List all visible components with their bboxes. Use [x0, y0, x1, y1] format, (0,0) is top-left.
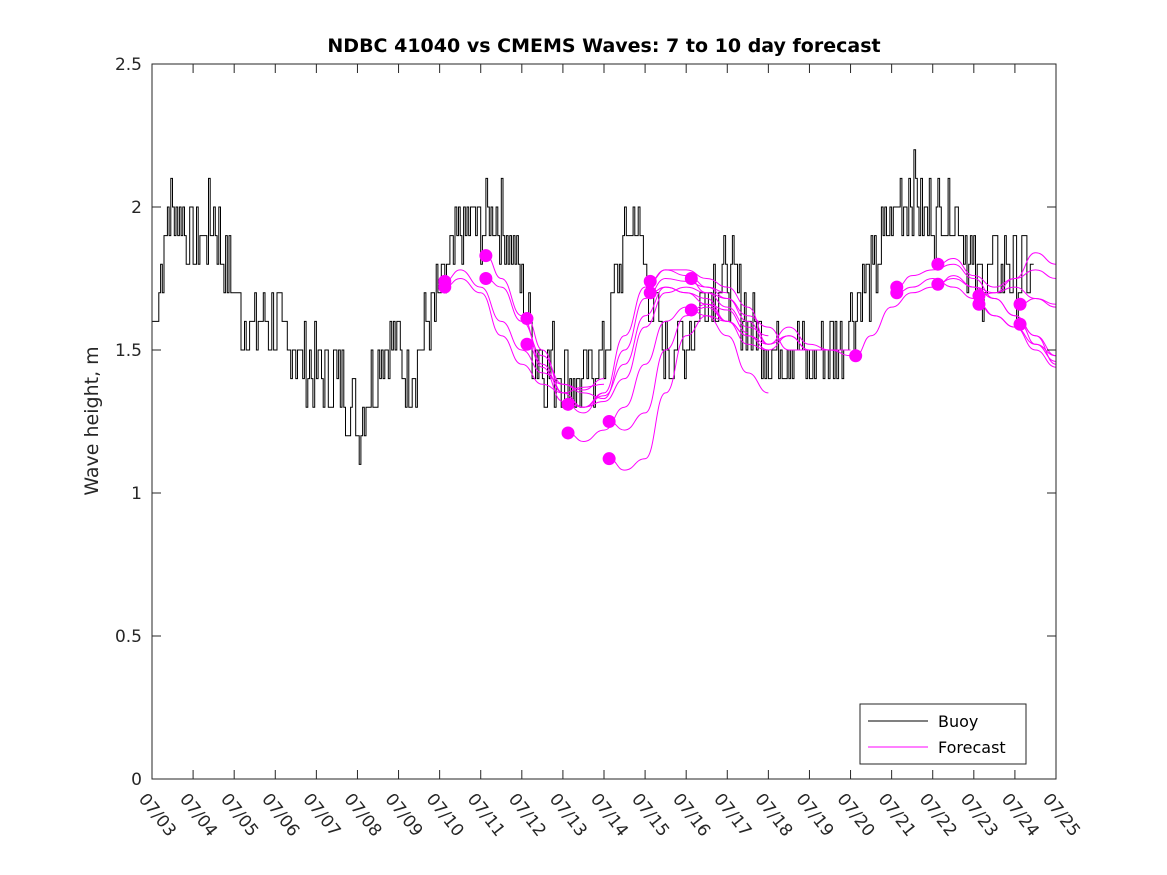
x-tick-label: 07/18 — [750, 790, 796, 841]
forecast-start-marker-5 — [520, 312, 534, 326]
forecast-start-marker-15 — [849, 349, 863, 363]
forecast-start-marker-17 — [890, 286, 904, 300]
legend: Buoy Forecast — [859, 703, 1027, 765]
forecast-start-marker-10 — [602, 452, 616, 466]
forecast-start-marker-19 — [931, 277, 945, 291]
buoy-series-line — [152, 149, 1034, 465]
forecast-start-marker-13 — [684, 272, 698, 285]
forecast-start-marker-6 — [520, 337, 534, 351]
forecast-series-line-16 — [896, 263, 1057, 357]
forecast-start-marker-9 — [602, 415, 616, 428]
forecast-start-marker-14 — [684, 303, 698, 317]
x-tick-label: 07/08 — [340, 790, 386, 841]
forecast-series-line-8 — [567, 306, 769, 443]
x-tick-label: 07/16 — [668, 790, 714, 841]
x-tick-label: 07/17 — [709, 790, 755, 841]
x-tick-label: 07/07 — [298, 790, 344, 841]
forecast-start-marker-11 — [643, 274, 657, 288]
y-tick-label: 2 — [131, 198, 142, 218]
y-tick-label: 0.5 — [115, 627, 142, 647]
legend-label-forecast: Forecast — [938, 738, 1006, 757]
forecast-series-line-23 — [1019, 323, 1057, 357]
y-tick-label: 0 — [131, 770, 142, 790]
forecast-series-line-12 — [650, 286, 728, 322]
x-tick-label: 07/20 — [833, 790, 879, 841]
legend-box — [859, 703, 1027, 765]
forecast-series-line-13 — [691, 278, 810, 351]
forecast-start-marker-2 — [438, 280, 452, 294]
x-tick-label: 07/13 — [545, 790, 591, 841]
forecast-start-marker-12 — [643, 286, 657, 300]
forecast-start-marker-7 — [561, 397, 575, 411]
forecast-series-line-3 — [485, 255, 769, 408]
forecast-series-line-11 — [650, 269, 769, 337]
x-tick-label: 07/21 — [874, 790, 920, 841]
x-tick-label: 07/19 — [792, 790, 838, 841]
y-axis: 0 0.5 1 1.5 2 2.5 — [115, 55, 1056, 790]
x-tick-label: 07/24 — [997, 790, 1043, 841]
x-tick-label: 07/05 — [216, 790, 262, 841]
x-tick-label: 07/03 — [134, 790, 180, 841]
forecast-start-marker-4 — [479, 272, 493, 285]
forecast-start-marker-22 — [1013, 297, 1027, 311]
forecast-series-line-4 — [485, 278, 605, 391]
forecast-start-marker-3 — [479, 249, 493, 263]
y-tick-label: 1.5 — [115, 341, 142, 361]
forecast-start-marker-21 — [972, 297, 986, 311]
x-tick-label: 07/09 — [381, 790, 427, 841]
x-tick-label: 07/14 — [586, 790, 632, 841]
x-tick-label: 07/23 — [956, 790, 1002, 841]
y-tick-label: 1 — [131, 484, 142, 504]
forecast-start-marker-8 — [561, 426, 575, 440]
forecast-start-marker-23 — [1013, 317, 1027, 331]
forecast-series-line-1 — [444, 269, 728, 400]
x-tick-label: 07/15 — [627, 790, 673, 841]
x-tick-label: 07/04 — [175, 790, 221, 841]
x-tick-label: 07/22 — [915, 790, 961, 841]
x-tick-label: 07/06 — [257, 790, 303, 841]
forecast-series-line-14 — [691, 303, 748, 334]
x-tick-label: 07/25 — [1038, 790, 1084, 841]
y-axis-label: Wave height, m — [81, 346, 103, 495]
series-layer — [152, 149, 1057, 471]
x-tick-label: 07/10 — [422, 790, 468, 841]
x-tick-label: 07/11 — [463, 790, 509, 841]
forecast-start-marker-18 — [931, 257, 945, 271]
forecast-series-line-20 — [978, 269, 1057, 297]
legend-label-buoy: Buoy — [938, 712, 978, 731]
y-tick-label: 2.5 — [115, 55, 142, 75]
x-tick-label: 07/12 — [504, 790, 550, 841]
forecast-series-line-10 — [609, 315, 769, 471]
chart-title: NDBC 41040 vs CMEMS Waves: 7 to 10 day f… — [327, 35, 880, 57]
forecast-series-line-18 — [937, 252, 1057, 288]
